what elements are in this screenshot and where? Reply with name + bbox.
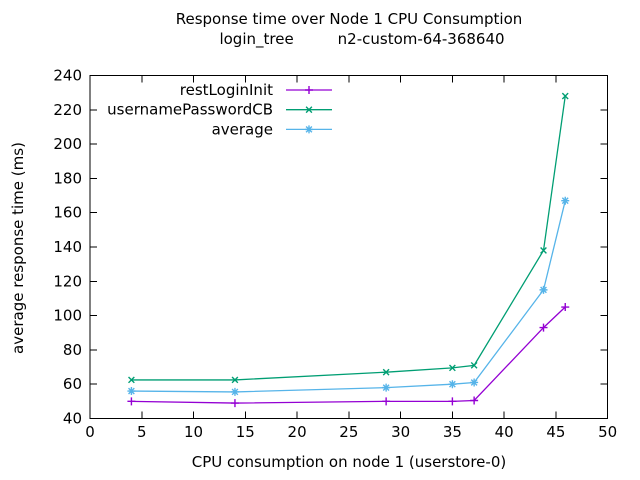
data-point-average	[539, 285, 548, 294]
plot-border	[89, 75, 609, 419]
data-point-restLoginInit	[230, 399, 239, 408]
y-tick-label: 80	[63, 341, 82, 359]
data-point-usernamePasswordCB	[470, 361, 478, 369]
x-tick-label: 20	[288, 423, 307, 441]
legend-label-restLoginInit: restLoginInit	[180, 81, 273, 99]
legend-marker-restLoginInit	[305, 86, 313, 94]
chart-subtitle-test-name: login_tree	[219, 30, 294, 48]
data-point-usernamePasswordCB	[448, 364, 456, 372]
data-point-usernamePasswordCB	[231, 376, 239, 384]
data-point-average	[561, 196, 570, 205]
y-tick-label: 100	[53, 307, 82, 325]
x-tick-label: 25	[339, 423, 358, 441]
data-point-restLoginInit	[539, 323, 548, 332]
x-tick-label: 40	[495, 423, 514, 441]
x-tick-label: 15	[236, 423, 255, 441]
y-tick-label: 240	[53, 67, 82, 85]
chart-title: Response time over Node 1 CPU Consumptio…	[175, 10, 523, 28]
series-line-average	[131, 200, 566, 393]
y-tick-label: 60	[63, 375, 82, 393]
data-point-restLoginInit	[561, 303, 570, 312]
legend-marker-usernamePasswordCB	[305, 106, 313, 114]
x-tick-label: 30	[391, 423, 410, 441]
legend-marker-average	[305, 125, 313, 134]
data-point-usernamePasswordCB	[540, 247, 547, 254]
data-point-restLoginInit	[470, 396, 479, 405]
x-tick-label: 10	[184, 423, 203, 441]
data-point-restLoginInit	[448, 397, 457, 406]
series-line-usernamePasswordCB	[131, 95, 566, 381]
data-point-usernamePasswordCB	[128, 376, 135, 384]
x-tick-label: 45	[546, 423, 565, 441]
data-point-usernamePasswordCB	[382, 368, 390, 376]
legend-label-average: average	[212, 120, 273, 138]
chart-subtitle: login_tree n2-custom-64-368640	[103, 30, 621, 48]
data-point-restLoginInit	[382, 397, 391, 406]
data-point-average	[382, 383, 391, 392]
y-tick-label: 140	[53, 238, 82, 256]
x-axis-label: CPU consumption on node 1 (userstore-0)	[191, 453, 507, 471]
y-tick-label: 40	[63, 410, 82, 428]
x-tick-label: 0	[85, 423, 95, 441]
data-point-usernamePasswordCB	[561, 92, 569, 100]
data-point-average	[448, 380, 457, 389]
y-tick-label: 160	[53, 204, 82, 222]
data-point-restLoginInit	[127, 397, 136, 406]
y-tick-label: 180	[53, 169, 82, 187]
y-tick-label: 120	[53, 272, 82, 290]
x-tick-label: 5	[137, 423, 147, 441]
data-point-average	[127, 387, 136, 396]
legend-label-usernamePasswordCB: usernamePasswordCB	[107, 101, 273, 119]
y-tick-label: 220	[53, 101, 82, 119]
x-tick-label: 35	[443, 423, 462, 441]
x-tick-label: 50	[598, 423, 617, 441]
data-point-average	[230, 387, 239, 396]
chart-subtitle-machine-type: n2-custom-64-368640	[337, 30, 505, 48]
data-point-average	[470, 378, 479, 387]
y-tick-label: 200	[53, 135, 82, 153]
